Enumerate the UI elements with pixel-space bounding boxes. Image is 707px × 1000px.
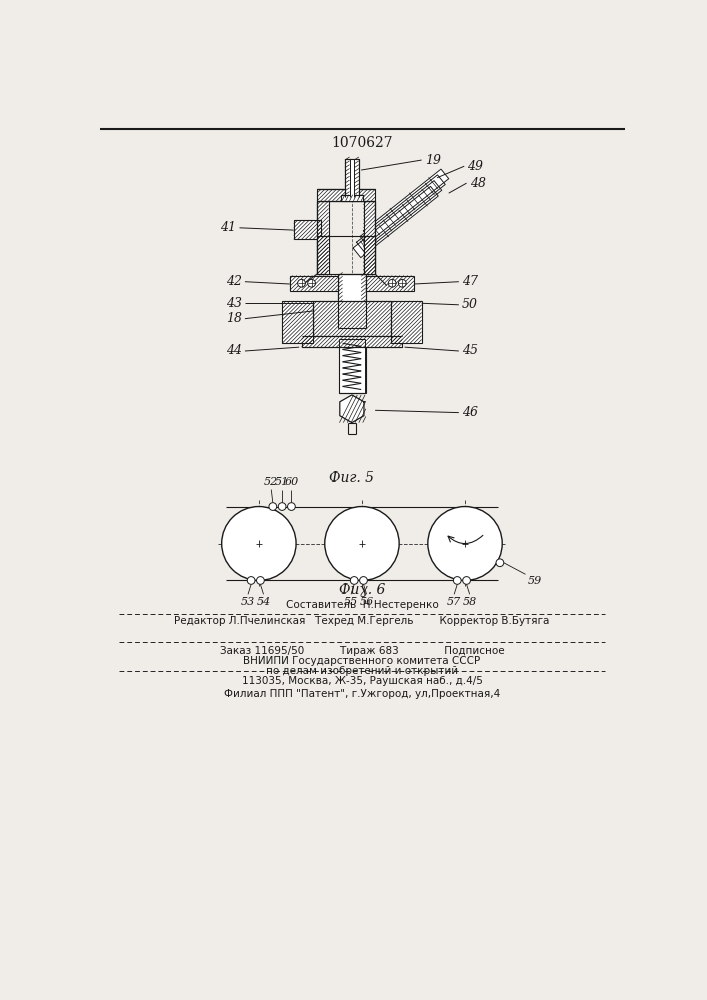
Text: 113035, Москва, Ж-35, Раушская наб., д.4/5: 113035, Москва, Ж-35, Раушская наб., д.4…	[242, 676, 482, 686]
Text: 49: 49	[467, 160, 484, 173]
Bar	[282, 301, 313, 343]
Text: 53: 53	[241, 597, 255, 607]
Polygon shape	[340, 395, 364, 423]
Text: 43: 43	[226, 297, 242, 310]
Circle shape	[298, 279, 305, 287]
Bar	[313, 301, 391, 336]
Bar	[366, 276, 414, 291]
Circle shape	[288, 503, 296, 510]
Text: 48: 48	[469, 177, 486, 190]
Bar	[317, 235, 329, 274]
Text: 55: 55	[344, 597, 358, 607]
Bar	[317, 201, 329, 274]
Bar	[282, 301, 313, 343]
Bar	[349, 158, 354, 197]
Bar	[290, 276, 338, 291]
Bar	[363, 235, 375, 274]
Circle shape	[398, 279, 406, 287]
Text: 59: 59	[528, 576, 542, 586]
Circle shape	[428, 507, 502, 580]
Text: 54: 54	[257, 597, 271, 607]
Bar	[363, 201, 375, 274]
Bar	[293, 220, 321, 239]
Bar	[341, 195, 363, 201]
Text: 52: 52	[264, 477, 279, 487]
Text: 18: 18	[226, 312, 242, 325]
Bar	[339, 339, 366, 393]
Bar	[301, 336, 402, 347]
Text: Фиг. 5: Фиг. 5	[329, 471, 375, 485]
Circle shape	[388, 279, 396, 287]
Bar	[290, 276, 338, 291]
Text: 58: 58	[462, 597, 477, 607]
Bar	[317, 189, 375, 201]
Circle shape	[257, 577, 264, 584]
Bar	[317, 201, 329, 274]
Text: 44: 44	[226, 344, 242, 358]
Text: Филиал ППП "Патент", г.Ужгород, ул,Проектная,4: Филиал ППП "Патент", г.Ужгород, ул,Проек…	[224, 689, 500, 699]
Bar	[391, 301, 421, 343]
Circle shape	[360, 577, 368, 584]
Bar	[345, 158, 359, 197]
Bar	[293, 220, 321, 239]
Text: 19: 19	[425, 154, 440, 167]
Text: Редактор Л.Пчелинская   Техред М.Гергель        Корректор В.Бутяга: Редактор Л.Пчелинская Техред М.Гергель К…	[174, 615, 549, 626]
Bar	[391, 301, 421, 343]
Bar	[317, 235, 329, 274]
Text: 56: 56	[359, 597, 374, 607]
Circle shape	[222, 507, 296, 580]
Polygon shape	[360, 175, 445, 246]
Circle shape	[325, 507, 399, 580]
Text: 50: 50	[462, 298, 478, 311]
Circle shape	[247, 577, 255, 584]
Circle shape	[462, 577, 470, 584]
Polygon shape	[353, 186, 438, 258]
Text: Фиɣ. 6: Фиɣ. 6	[339, 583, 385, 597]
Text: Составитель  Н.Нестеренко: Составитель Н.Нестеренко	[286, 600, 438, 610]
Circle shape	[453, 577, 461, 584]
Text: 41: 41	[221, 221, 236, 234]
Text: 57: 57	[447, 597, 461, 607]
Text: 47: 47	[462, 275, 478, 288]
Bar	[363, 201, 375, 274]
Text: по делам изобретений и открытий: по делам изобретений и открытий	[266, 666, 458, 676]
Bar	[338, 274, 366, 328]
Text: ВНИИПИ Государственного комитета СССР: ВНИИПИ Государственного комитета СССР	[243, 656, 481, 666]
Circle shape	[279, 503, 286, 510]
Text: 42: 42	[226, 275, 242, 288]
Polygon shape	[363, 169, 449, 240]
Circle shape	[496, 559, 504, 567]
Bar	[301, 336, 402, 347]
Text: 1070627: 1070627	[331, 136, 393, 150]
Polygon shape	[356, 181, 442, 252]
Text: 60: 60	[284, 477, 298, 487]
Bar	[317, 189, 375, 201]
Circle shape	[269, 503, 276, 510]
Bar	[366, 276, 414, 291]
Circle shape	[308, 279, 315, 287]
Bar	[363, 235, 375, 274]
Bar	[313, 301, 391, 336]
Text: 46: 46	[462, 406, 478, 419]
Text: Заказ 11695/50           Тираж 683              Подписное: Заказ 11695/50 Тираж 683 Подписное	[220, 646, 504, 656]
Text: 45: 45	[462, 344, 478, 358]
Text: 51: 51	[275, 477, 289, 487]
Circle shape	[351, 577, 358, 584]
